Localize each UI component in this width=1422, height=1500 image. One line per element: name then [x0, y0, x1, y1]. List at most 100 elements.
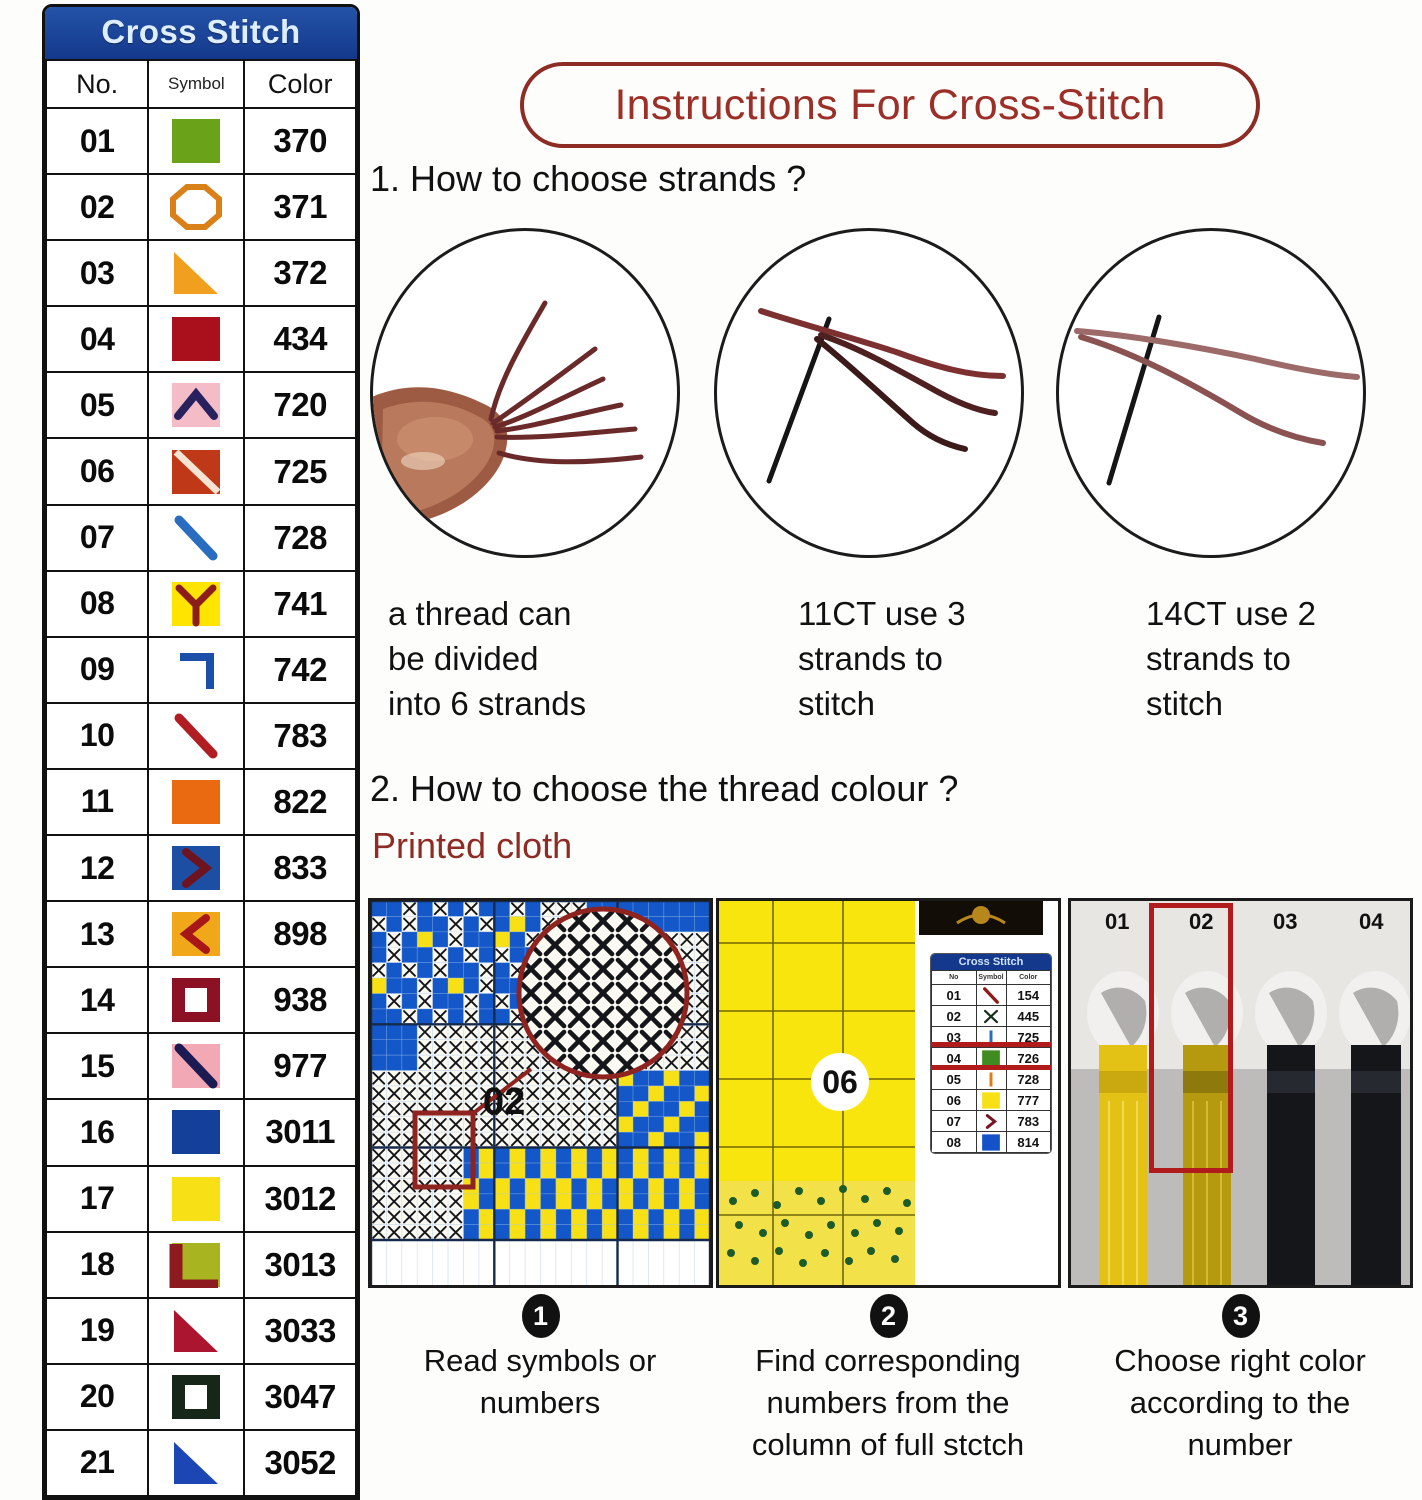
legend-row-color: 833 — [243, 834, 357, 903]
legend-body: 01 370 02 371 03 372 04 434 05 720 06 725 07 728 08… — [45, 106, 357, 1497]
legend-row-color: 898 — [243, 900, 357, 969]
chevron-right-icon — [149, 845, 243, 891]
needle-icon — [766, 316, 832, 484]
mini-row-symbol — [975, 984, 1007, 1006]
legend-row-symbol — [147, 1230, 246, 1299]
legend-row-symbol — [147, 371, 246, 440]
instructions-title-box: Instructions For Cross-Stitch — [520, 62, 1260, 148]
mini-row-no: 07 — [931, 1110, 977, 1132]
legend-row-color: 822 — [243, 767, 357, 837]
mini-row-color: 728 — [1005, 1068, 1051, 1090]
filled-square-icon — [977, 1132, 1006, 1152]
mini-row-no: 08 — [931, 1131, 977, 1153]
magnifier-circle — [516, 906, 690, 1080]
thread-strands — [1074, 328, 1360, 446]
legend-row: 01 370 — [45, 106, 357, 176]
legend-row-no: 17 — [45, 1164, 150, 1233]
skein-02 — [1171, 971, 1243, 1285]
text-line: numbers from the — [766, 1384, 1010, 1420]
text-line: stitch — [798, 684, 876, 722]
legend-row-symbol — [147, 1032, 246, 1101]
text-line: strands to — [798, 639, 943, 677]
filled-square-icon — [149, 118, 243, 164]
text-line: Find corresponding — [755, 1343, 1021, 1378]
legend-row-no: 12 — [45, 834, 150, 903]
legend-row: 16 3011 — [45, 1098, 357, 1167]
mini-legend-row: 08 814 — [931, 1131, 1051, 1153]
legend-title: Cross Stitch — [45, 7, 357, 59]
mini-row-symbol — [975, 1110, 1007, 1132]
legend-row-no: 09 — [45, 635, 150, 704]
legend-row-no: 04 — [45, 305, 150, 374]
mini-row-color: 814 — [1005, 1131, 1051, 1153]
green-dots — [727, 1185, 911, 1267]
mini-row-no: 04 — [931, 1047, 977, 1069]
triangle-lower-left-icon — [149, 1440, 243, 1486]
legend-row-color: 3013 — [243, 1230, 357, 1299]
panel-find-number: Cross Stitch No Symbol Color 01 154 02 445 03… — [716, 898, 1061, 1288]
text-line: a thread can — [388, 595, 572, 632]
finger-shape — [373, 387, 508, 523]
legend-row-color: 371 — [243, 173, 357, 242]
mini-legend-header-row: No Symbol Color — [931, 970, 1051, 985]
text-line: according to the — [1129, 1384, 1351, 1420]
strand-illustration-3-strands — [714, 228, 1024, 558]
mini-row-color: 725 — [1005, 1026, 1051, 1048]
mini-row-color: 783 — [1005, 1110, 1051, 1132]
y-fork-icon — [149, 581, 243, 627]
legend-row: 04 434 — [45, 305, 357, 374]
square-hollow-icon — [149, 1374, 243, 1420]
mini-row-symbol — [975, 1047, 1007, 1069]
legend-row: 18 3013 — [45, 1230, 357, 1299]
mini-row-no: 02 — [931, 1005, 977, 1027]
legend-row-no: 14 — [45, 966, 150, 1035]
step-3-number: 3 — [1221, 1294, 1260, 1338]
diagonal-bar-down-icon — [149, 1043, 243, 1089]
step-2-number: 2 — [869, 1294, 908, 1338]
mini-legend-row: 03 725 — [931, 1026, 1051, 1048]
legend-row-symbol — [147, 834, 246, 903]
l-corner-icon — [149, 1242, 243, 1288]
vertical-bar-icon — [977, 1027, 1006, 1047]
strand-illustration-2-strands — [1056, 228, 1366, 558]
skein-label-03: 03 — [1273, 909, 1298, 934]
diagonal-bar-down-icon — [149, 713, 243, 759]
text-line: number — [1187, 1426, 1293, 1462]
mini-row-color: 777 — [1005, 1089, 1051, 1111]
legend-row-color: 3012 — [243, 1164, 357, 1233]
strand-caption-2: 11CT use 3 strands to stitch — [798, 592, 1098, 727]
mini-legend-row: 05 728 — [931, 1068, 1051, 1090]
legend-header-color: Color — [243, 59, 357, 109]
legend-row-no: 21 — [45, 1428, 150, 1497]
octagon-outline-icon — [149, 184, 243, 231]
diagonal-bar-down-icon — [149, 515, 243, 561]
step-2-caption: Find corresponding numbers from the column… — [708, 1340, 1068, 1466]
legend-row: 15 977 — [45, 1032, 357, 1101]
legend-row: 05 720 — [45, 371, 357, 440]
legend-header-row: No. Symbol Color — [45, 59, 357, 109]
legend-row: 09 742 — [45, 635, 357, 704]
legend-row: 02 371 — [45, 173, 357, 242]
mini-legend-row: 04 726 — [931, 1047, 1051, 1069]
legend-row: 20 3047 — [45, 1362, 357, 1431]
mini-legend-table: No Symbol Color 01 154 02 445 03 725 04 726 05 728… — [931, 970, 1051, 1153]
mini-legend-row: 01 154 — [931, 984, 1051, 1006]
mini-header-no: No — [931, 970, 977, 985]
mini-row-symbol — [975, 1026, 1007, 1048]
legend-row-color: 977 — [243, 1032, 357, 1101]
filled-square-icon — [149, 1109, 243, 1155]
text-line: numbers — [479, 1384, 601, 1420]
legend-row-no: 18 — [45, 1230, 150, 1299]
skein-01 — [1087, 971, 1159, 1285]
cloth-grid — [371, 901, 710, 1285]
legend-row-symbol — [147, 239, 246, 308]
text-line: Read symbols or — [423, 1343, 657, 1378]
chevron-left-icon — [149, 911, 243, 957]
legend-row-color: 372 — [243, 239, 357, 308]
step-1-number-wrap: 1 — [368, 1294, 713, 1338]
legend-row-symbol — [147, 569, 246, 638]
legend-row: 13 898 — [45, 900, 357, 969]
triangle-lower-left-icon — [149, 1308, 243, 1354]
mini-legend-title: Cross Stitch — [931, 954, 1051, 970]
legend-row-no: 16 — [45, 1098, 150, 1167]
